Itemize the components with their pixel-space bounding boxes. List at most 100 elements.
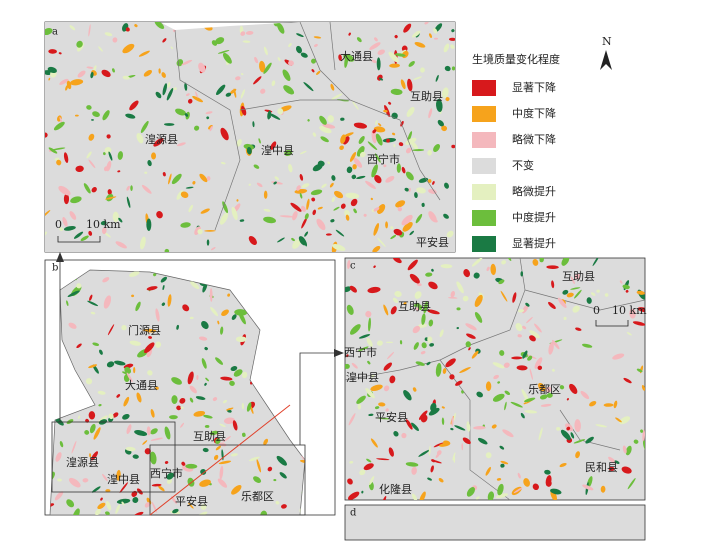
change-patch <box>411 493 418 500</box>
scale-length: 10 km <box>86 218 121 231</box>
change-patch <box>283 85 295 95</box>
change-patch <box>117 170 121 173</box>
change-patch <box>167 82 171 88</box>
change-patch <box>524 410 538 414</box>
change-patch <box>88 230 93 236</box>
change-patch <box>185 186 194 189</box>
change-patch <box>117 151 124 160</box>
change-patch <box>340 203 346 209</box>
change-patch <box>144 171 148 174</box>
change-patch <box>372 245 381 252</box>
change-patch <box>118 217 123 223</box>
change-patch <box>349 285 358 293</box>
change-patch <box>344 132 354 137</box>
change-patch <box>490 263 497 276</box>
change-patch <box>220 161 226 165</box>
change-patch <box>548 342 554 355</box>
change-patch <box>133 367 136 374</box>
change-patch <box>613 400 618 409</box>
change-patch <box>242 432 246 437</box>
change-patch <box>124 366 132 374</box>
change-patch <box>253 76 262 85</box>
change-patch <box>132 497 139 504</box>
change-patch <box>82 478 89 483</box>
change-patch <box>126 424 132 435</box>
change-patch <box>105 500 112 511</box>
change-patch <box>154 22 165 29</box>
change-patch <box>119 482 128 493</box>
change-patch <box>563 316 567 321</box>
change-patch <box>222 201 229 214</box>
change-patch <box>125 113 136 119</box>
change-patch <box>126 196 131 208</box>
change-patch <box>561 258 570 266</box>
change-patch <box>270 141 277 150</box>
change-patch <box>461 443 464 451</box>
change-patch <box>345 214 350 221</box>
change-patch <box>545 386 552 393</box>
change-patch <box>310 189 323 196</box>
change-patch <box>102 277 110 283</box>
change-patch <box>603 403 614 407</box>
change-patch <box>363 463 374 471</box>
change-patch <box>198 336 208 341</box>
change-patch <box>300 150 307 155</box>
scale-bar <box>57 236 101 243</box>
change-patch <box>445 97 450 102</box>
change-patch <box>233 369 243 377</box>
change-patch <box>222 52 232 64</box>
change-patch <box>582 343 593 348</box>
change-patch <box>52 147 66 151</box>
change-patch <box>215 438 221 445</box>
change-patch <box>277 237 285 243</box>
change-patch <box>312 132 317 137</box>
change-patch <box>229 380 235 386</box>
change-patch <box>369 42 381 50</box>
change-patch <box>301 183 310 189</box>
change-patch <box>100 497 103 501</box>
change-patch <box>151 152 157 160</box>
change-patch <box>180 406 184 409</box>
change-patch <box>451 66 455 71</box>
change-patch <box>627 478 636 490</box>
change-patch <box>410 141 419 150</box>
change-patch <box>566 398 569 401</box>
change-patch <box>532 483 539 491</box>
change-patch <box>361 490 364 494</box>
change-patch <box>625 445 632 456</box>
change-patch <box>99 349 103 355</box>
change-patch <box>66 499 75 508</box>
change-patch <box>392 258 402 264</box>
change-patch <box>282 69 291 81</box>
change-patch <box>181 59 193 66</box>
change-patch <box>556 426 561 431</box>
change-patch <box>277 108 284 115</box>
change-patch <box>129 271 140 277</box>
change-patch <box>301 216 308 229</box>
change-patch <box>230 453 238 457</box>
change-patch <box>456 281 464 294</box>
change-patch <box>442 368 447 374</box>
change-patch <box>477 437 488 445</box>
change-patch <box>586 297 592 304</box>
change-patch <box>192 180 196 185</box>
change-patch <box>436 99 443 112</box>
change-patch <box>116 394 121 398</box>
change-patch <box>608 466 615 471</box>
change-patch <box>195 396 206 400</box>
change-patch <box>180 222 191 228</box>
change-patch <box>316 70 321 75</box>
change-patch <box>314 44 318 47</box>
change-patch <box>89 294 93 301</box>
change-patch <box>300 52 308 58</box>
change-patch <box>90 71 94 79</box>
change-patch <box>389 63 400 68</box>
change-patch <box>559 385 565 390</box>
change-patch <box>169 415 178 420</box>
change-patch <box>76 40 83 48</box>
change-patch <box>164 461 169 464</box>
change-patch <box>441 125 448 132</box>
change-patch <box>625 289 629 293</box>
change-patch <box>331 93 343 100</box>
change-patch <box>316 218 326 231</box>
